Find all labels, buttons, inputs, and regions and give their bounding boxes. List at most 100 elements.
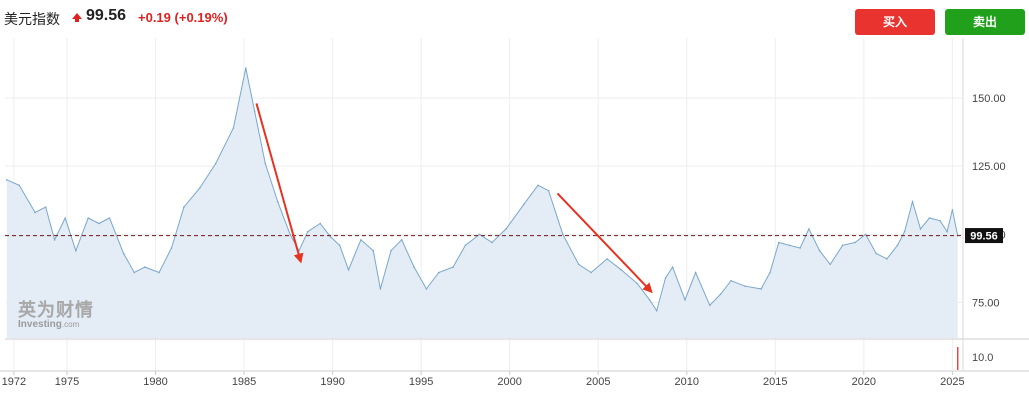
x-tick-label: 1995 <box>409 376 433 388</box>
data-point <box>648 299 651 301</box>
data-point <box>491 241 493 244</box>
quote-header: 美元指数 99.56 +0.19 (+0.19%) 买入 卖出 <box>0 0 1029 38</box>
data-point <box>788 244 791 247</box>
data-point <box>158 271 160 274</box>
data-point <box>655 309 658 312</box>
data-point <box>183 206 185 208</box>
x-tick-label: 2025 <box>940 376 964 388</box>
data-point <box>708 304 711 307</box>
data-point <box>577 263 580 266</box>
data-point <box>98 222 100 225</box>
data-point <box>719 293 722 296</box>
data-point <box>372 249 375 252</box>
data-point <box>347 269 350 271</box>
data-point <box>875 252 878 255</box>
data-point <box>478 233 481 236</box>
data-point <box>854 241 856 244</box>
data-point <box>537 184 539 187</box>
data-point <box>64 217 67 219</box>
data-point <box>636 282 638 285</box>
watermark-en-suffix: .com <box>61 320 80 329</box>
data-point <box>505 228 507 230</box>
annotation-arrow <box>255 103 304 264</box>
data-point <box>799 247 801 249</box>
x-tick-label: 1990 <box>320 376 344 388</box>
annotation-arrow <box>556 192 653 294</box>
x-tick-label: 1980 <box>143 376 167 388</box>
current-value-box <box>965 228 1003 244</box>
data-point <box>307 230 309 233</box>
data-point <box>919 228 922 230</box>
data-point <box>547 189 550 192</box>
data-point <box>903 230 906 233</box>
data-point <box>245 67 247 69</box>
change-value: +0.19 <box>138 10 171 25</box>
x-tick-label: 2000 <box>497 376 521 388</box>
data-point <box>664 277 667 279</box>
data-point <box>744 285 746 287</box>
data-point <box>939 219 941 222</box>
data-point <box>5 179 8 181</box>
price-change: +0.19 (+0.19%) <box>138 10 228 25</box>
y-tick-label: 150.00 <box>972 93 1006 105</box>
data-point <box>808 228 810 230</box>
data-point <box>400 239 403 241</box>
data-point <box>829 263 831 266</box>
data-point <box>53 239 56 241</box>
watermark-en-name: Investing <box>18 319 62 330</box>
data-point <box>253 110 256 113</box>
volume-tick-label: 10.0 <box>972 352 993 364</box>
data-point <box>864 233 867 236</box>
x-tick-label: 2010 <box>675 376 699 388</box>
data-point <box>170 247 173 249</box>
current-value-label: 99.56 <box>970 231 998 243</box>
data-point <box>730 279 732 282</box>
data-point <box>108 217 111 219</box>
data-point <box>360 239 362 241</box>
data-point <box>198 187 201 189</box>
x-tick-label: 2015 <box>763 376 787 388</box>
data-point <box>379 288 382 290</box>
data-point <box>452 266 454 268</box>
data-point <box>330 236 332 238</box>
data-point <box>523 203 525 206</box>
data-point <box>264 162 267 165</box>
price-chart[interactable]: 75.00100.00125.00150.0010.01972197519801… <box>0 38 1029 403</box>
data-point <box>390 249 392 252</box>
data-point <box>818 249 821 252</box>
buy-button[interactable]: 买入 <box>855 9 935 35</box>
x-tick-label: 1985 <box>232 376 256 388</box>
data-point <box>338 244 341 247</box>
data-point <box>276 200 279 203</box>
chart-area[interactable]: 75.00100.00125.00150.0010.01972197519801… <box>0 38 1029 403</box>
data-point <box>87 217 90 219</box>
data-point <box>896 244 899 247</box>
data-point <box>144 266 146 268</box>
data-point <box>620 269 623 271</box>
data-point <box>694 271 697 274</box>
data-point <box>928 217 931 219</box>
data-point <box>671 266 674 268</box>
series-line <box>6 67 959 312</box>
arrow-up-icon <box>72 13 82 22</box>
sell-button[interactable]: 卖出 <box>945 9 1025 35</box>
watermark-cn: 英为财情 <box>18 300 94 320</box>
data-point <box>590 271 592 274</box>
data-point <box>319 222 322 225</box>
instrument-title: 美元指数 <box>4 11 60 27</box>
data-point <box>464 244 467 247</box>
data-point <box>769 271 771 274</box>
volume-bar <box>957 347 959 370</box>
x-tick-label: 2005 <box>586 376 610 388</box>
data-point <box>214 162 217 165</box>
data-point <box>946 230 948 233</box>
data-point <box>18 184 20 187</box>
data-point <box>778 241 780 244</box>
x-tick-label: 1972 <box>2 376 26 388</box>
data-point <box>122 252 125 255</box>
y-tick-label: 125.00 <box>972 161 1006 173</box>
data-point <box>34 211 36 214</box>
data-point <box>425 288 428 290</box>
data-point <box>413 266 415 268</box>
data-point <box>886 258 888 260</box>
